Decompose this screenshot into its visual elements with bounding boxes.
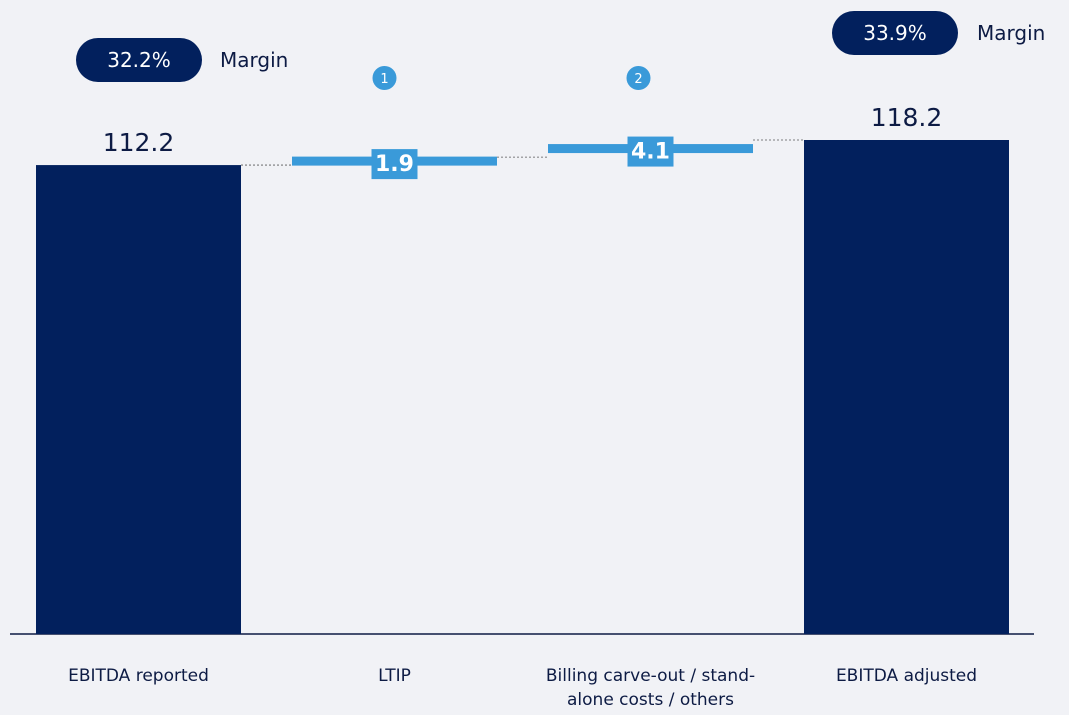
footnote-badge-number: 2 <box>634 72 642 87</box>
footnote-badge <box>372 66 397 90</box>
footnote-badge-number: 1 <box>380 72 388 87</box>
margin-pill <box>832 11 958 55</box>
margin-label: Margin <box>977 21 1045 45</box>
margin-label: Margin <box>220 48 288 72</box>
category-label: EBITDA adjusted <box>836 666 977 686</box>
margin-value: 33.9% <box>863 21 927 45</box>
category-label: alone costs / others <box>567 690 734 710</box>
margin-value: 32.2% <box>107 48 171 72</box>
delta-value-box <box>627 136 674 167</box>
margin-pill <box>76 38 202 82</box>
category-label: EBITDA reported <box>68 666 209 686</box>
value-label: 118.2 <box>871 103 943 132</box>
delta-value-label: 4.1 <box>631 140 670 165</box>
delta-value-box <box>371 149 418 180</box>
category-label: Billing carve-out / stand- <box>546 666 755 686</box>
value-label: 112.2 <box>103 128 175 157</box>
bar-ebitda-reported <box>36 165 241 634</box>
delta-value-label: 1.9 <box>375 152 414 177</box>
bar-ebitda-adjusted <box>804 140 1009 634</box>
footnote-badge <box>626 66 651 90</box>
category-label: LTIP <box>378 666 411 686</box>
